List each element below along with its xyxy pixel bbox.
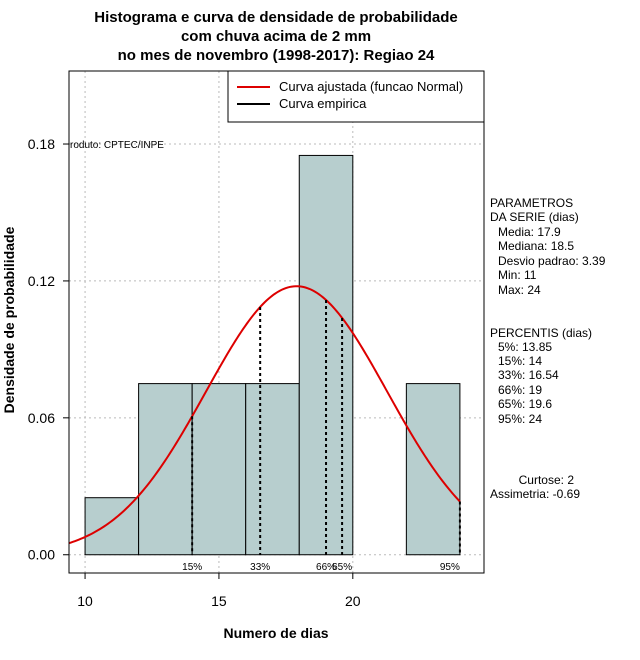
percentile-lines: 15% 33% 66%65% 95% [182, 299, 461, 573]
parametro-mediana: Mediana: 18.5 [498, 239, 574, 253]
y-axis-label: Densidade de probabilidade [1, 226, 17, 413]
chart-title-line-1: Histograma e curva de densidade de proba… [94, 9, 457, 26]
histogram-bar-1 [138, 383, 193, 556]
percentile-label-4: 95% [440, 562, 460, 573]
percentile-label-1: 33% [250, 562, 270, 573]
x-tick-label-1: 15 [211, 593, 227, 609]
histogram-bar-0 [84, 497, 140, 556]
parametro-max: Max: 24 [498, 283, 541, 297]
histogram-bar-2 [191, 383, 247, 556]
x-tick-label-2: 20 [345, 593, 361, 609]
y-tick-label-0: 0.00 [28, 547, 55, 563]
legend-empirical-label: Curva empirica [279, 96, 367, 111]
x-tick-label-0: 10 [77, 593, 93, 609]
percentil-65: 65%: 19.6 [498, 397, 552, 411]
parametro-media: Media: 17.9 [498, 225, 561, 239]
stat-curtose: Curtose: 2 [519, 473, 575, 487]
histogram-bars [84, 154, 461, 556]
histogram-bar-3 [245, 383, 300, 556]
percentil-15: 15%: 14 [498, 354, 542, 368]
percentile-label-2: 66% [316, 562, 336, 573]
percentile-label-0: 15% [182, 562, 202, 573]
percentil-66: 66%: 19 [498, 383, 542, 397]
axes: 10 15 20 0.00 0.06 0.12 0.18 [28, 70, 485, 609]
parametros-header-1: PARAMETROS [490, 196, 573, 210]
percentis-header: PERCENTIS (dias) [490, 326, 592, 340]
parametros-header-2: DA SERIE (dias) [490, 210, 579, 224]
y-tick-label-1: 0.06 [28, 410, 55, 426]
y-tick-label-2: 0.12 [28, 273, 55, 289]
parameters-panel: PARAMETROS DA SERIE (dias) Media: 17.9 M… [490, 196, 606, 297]
legend-box [227, 70, 485, 123]
percentile-label-3: 65% [332, 562, 352, 573]
chart-title-line-3: no mes de novembro (1998-2017): Regiao 2… [118, 47, 435, 64]
chart-title-line-2: com chuva acima de 2 mm [181, 28, 371, 45]
normal-curve [68, 285, 461, 545]
stat-assimetria: Assimetria: -0.69 [490, 487, 580, 501]
normal-curve-group [68, 285, 461, 545]
percentil-33: 33%: 16.54 [498, 368, 559, 382]
parametro-min: Min: 11 [498, 268, 537, 282]
parametro-desvio: Desvio padrao: 3.39 [498, 254, 606, 268]
percentis-panel: PERCENTIS (dias) 5%: 13.85 15%: 14 33%: … [490, 326, 592, 426]
stats-panel: Curtose: 2 Assimetria: -0.69 [490, 473, 580, 501]
percentil-5: 5%: 13.85 [498, 340, 552, 354]
source-label: roduto: CPTEC/INPE [70, 140, 164, 151]
legend-normal-label: Curva ajustada (funcao Normal) [279, 79, 463, 94]
x-axis-label: Numero de dias [223, 625, 328, 641]
y-tick-label-3: 0.18 [28, 136, 55, 152]
legend: Curva ajustada (funcao Normal) Curva emp… [227, 70, 485, 123]
percentil-95: 95%: 24 [498, 412, 542, 426]
